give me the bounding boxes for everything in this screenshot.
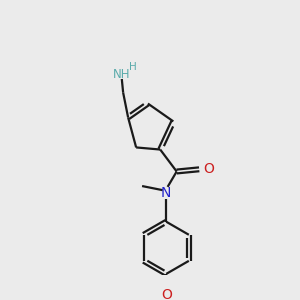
Text: H: H	[129, 62, 137, 72]
Text: O: O	[203, 162, 214, 176]
Text: O: O	[161, 288, 172, 300]
Text: N: N	[161, 186, 171, 200]
Text: NH: NH	[113, 68, 130, 81]
